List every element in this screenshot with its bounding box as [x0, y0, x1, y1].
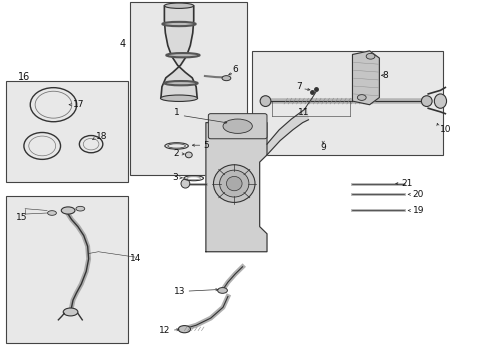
Text: 15: 15 [16, 213, 28, 222]
Ellipse shape [178, 325, 191, 333]
Ellipse shape [226, 176, 242, 191]
Bar [5, 81, 128, 182]
Text: 9: 9 [320, 143, 326, 152]
Text: 5: 5 [203, 141, 209, 150]
Ellipse shape [357, 95, 366, 100]
Ellipse shape [260, 96, 271, 107]
Ellipse shape [366, 53, 375, 59]
Ellipse shape [222, 76, 231, 81]
Ellipse shape [61, 207, 75, 214]
Bar [130, 3, 247, 175]
Polygon shape [206, 123, 267, 252]
Text: 6: 6 [232, 65, 238, 74]
Ellipse shape [164, 3, 194, 8]
Text: 14: 14 [129, 255, 141, 264]
Ellipse shape [181, 179, 190, 188]
Text: 4: 4 [119, 40, 125, 49]
Ellipse shape [63, 308, 78, 316]
Text: 1: 1 [174, 108, 179, 117]
Ellipse shape [164, 81, 197, 85]
Ellipse shape [421, 96, 432, 107]
Text: 10: 10 [440, 125, 451, 134]
Ellipse shape [185, 152, 192, 158]
Text: 21: 21 [401, 179, 413, 188]
Text: 13: 13 [174, 287, 185, 296]
Text: 11: 11 [298, 108, 309, 117]
Ellipse shape [214, 165, 255, 202]
Polygon shape [267, 108, 309, 155]
Ellipse shape [223, 119, 252, 134]
Ellipse shape [220, 170, 249, 197]
Ellipse shape [166, 53, 199, 57]
Text: 12: 12 [159, 326, 171, 335]
Ellipse shape [48, 211, 56, 215]
Text: 2: 2 [173, 149, 179, 158]
Ellipse shape [76, 206, 85, 211]
Bar [252, 51, 443, 155]
Polygon shape [352, 51, 379, 105]
Text: 17: 17 [73, 100, 84, 109]
Text: 7: 7 [296, 82, 302, 91]
Ellipse shape [160, 95, 197, 102]
Text: 16: 16 [18, 72, 30, 82]
Ellipse shape [434, 94, 446, 108]
Text: 3: 3 [172, 174, 178, 183]
Text: 8: 8 [383, 71, 389, 80]
Text: 20: 20 [413, 190, 424, 199]
Ellipse shape [162, 22, 196, 26]
Bar [5, 196, 128, 343]
Text: 19: 19 [413, 206, 424, 215]
Text: 18: 18 [96, 132, 107, 141]
Ellipse shape [218, 288, 227, 293]
FancyBboxPatch shape [208, 114, 267, 139]
